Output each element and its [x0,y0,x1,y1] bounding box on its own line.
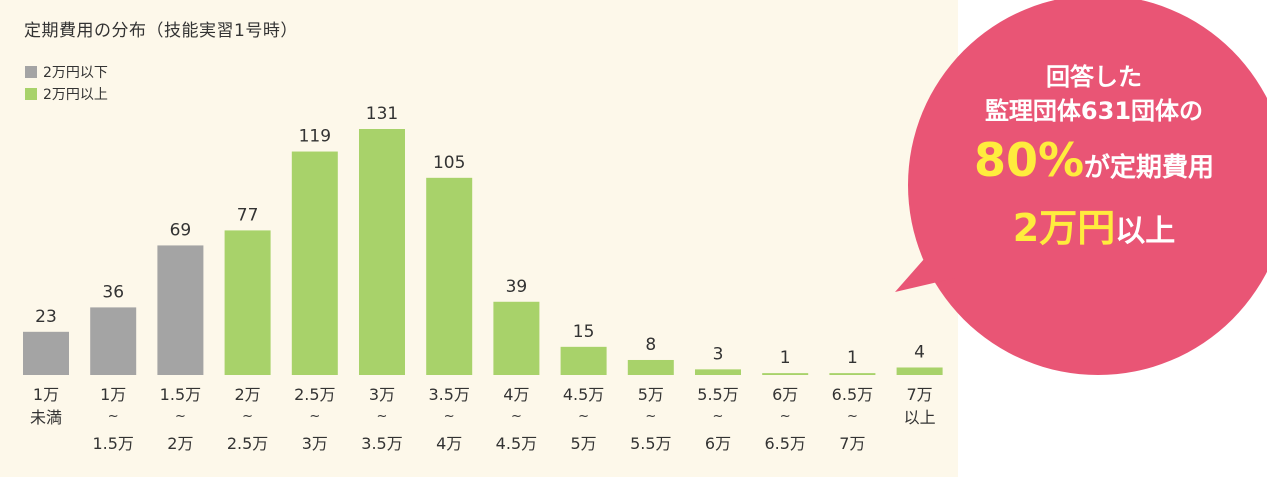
tick-label-1-2: 1.5万 [92,434,133,453]
tick-label-13-1: 以上 [904,408,936,427]
callout-circle [908,0,1267,375]
tick-label-12-1: ~ [847,409,858,424]
bar-0 [23,331,69,375]
tick-label-10-2: 6万 [705,434,731,453]
data-label-13: 4 [914,342,925,362]
tick-label-2-2: 2万 [167,434,193,453]
data-label-11: 1 [780,348,791,368]
tick-label-10-0: 5.5万 [697,385,738,404]
data-label-9: 8 [645,335,656,355]
callout-tail [895,250,955,292]
bar-2 [157,245,204,375]
data-label-1: 36 [102,282,124,302]
callout-percent-rest: が定期費用 [1084,153,1215,183]
callout-amount-rest: 以上 [1115,214,1176,249]
tick-label-5-1: ~ [377,409,388,424]
callout-percent-value: 80% [973,133,1085,187]
tick-label-5-0: 3万 [369,385,395,404]
data-label-12: 1 [847,348,858,368]
bar-1 [90,307,137,375]
bar-8 [560,346,607,375]
tick-label-1-1: ~ [108,409,119,424]
tick-label-0-0: 1万 [33,385,59,404]
tick-label-3-1: ~ [242,409,253,424]
tick-label-13-0: 7万 [907,385,933,404]
tick-label-11-0: 6万 [772,385,798,404]
tick-label-8-0: 4.5万 [563,385,604,404]
tick-label-8-1: ~ [578,409,589,424]
data-label-10: 3 [713,344,724,364]
tick-label-1-0: 1万 [100,385,126,404]
tick-label-0-1: 未満 [30,408,62,427]
bar-13 [896,367,943,375]
callout-line-respondents: 回答した [1046,63,1142,91]
bar-3 [224,230,271,375]
tick-label-6-2: 4万 [436,434,462,453]
data-label-5: 131 [366,104,398,124]
legend-swatch-gray [25,66,37,78]
tick-label-10-1: ~ [713,409,724,424]
tick-label-7-2: 4.5万 [496,434,537,453]
tick-label-5-2: 3.5万 [361,434,402,453]
callout-line-organizations: 監理団体631団体の [984,97,1204,125]
tick-label-7-1: ~ [511,409,522,424]
data-label-0: 23 [35,307,57,327]
legend-item-over-20000: 2万円以上 [25,84,108,104]
tick-label-2-0: 1.5万 [160,385,201,404]
tick-label-8-2: 5万 [571,434,597,453]
bar-6 [426,177,473,375]
legend-swatch-green [25,88,37,100]
tick-label-9-2: 5.5万 [630,434,671,453]
callout-amount-value: 2万円 [1012,206,1116,250]
bar-5 [359,129,405,375]
data-label-8: 15 [573,322,595,342]
bar-12 [829,373,876,375]
bar-10 [695,369,741,375]
callout-line-percent: 80%が定期費用 [940,128,1248,200]
tick-label-9-1: ~ [645,409,656,424]
data-label-2: 69 [170,220,192,240]
callout-line-amount: 2万円以上 [940,200,1248,260]
tick-label-2-1: ~ [175,409,186,424]
bar-11 [762,373,809,375]
tick-label-12-0: 6.5万 [832,385,873,404]
tick-label-3-0: 2万 [235,385,261,404]
tick-label-7-0: 4万 [503,385,529,404]
tick-label-11-2: 6.5万 [764,434,805,453]
data-label-4: 119 [299,127,331,147]
data-label-3: 77 [237,205,259,225]
tick-label-6-1: ~ [444,409,455,424]
bar-7 [493,301,540,375]
legend-item-under-20000: 2万円以下 [25,62,108,82]
tick-label-3-2: 2.5万 [227,434,268,453]
tick-label-4-1: ~ [309,409,320,424]
chart-panel: 定期費用の分布（技能実習1号時） 2万円以下 2万円以上 23 1万未満 36 1万 ~… [0,0,958,477]
data-label-6: 105 [433,153,465,173]
legend-label-over-20000: 2万円以上 [43,87,108,103]
callout-text: 回答した 監理団体631団体の 80%が定期費用 2万円以上 [940,60,1248,260]
tick-label-9-0: 5万 [638,385,664,404]
tick-label-4-2: 3万 [302,434,328,453]
tick-label-12-2: 7万 [839,434,865,453]
legend-label-under-20000: 2万円以下 [43,65,108,81]
bar-4 [291,151,338,375]
tick-label-4-0: 2.5万 [294,385,335,404]
bar-9 [627,359,674,375]
tick-label-11-1: ~ [780,409,791,424]
data-label-7: 39 [506,277,528,297]
tick-label-6-0: 3.5万 [428,385,469,404]
chart-title: 定期費用の分布（技能実習1号時） [24,21,298,41]
